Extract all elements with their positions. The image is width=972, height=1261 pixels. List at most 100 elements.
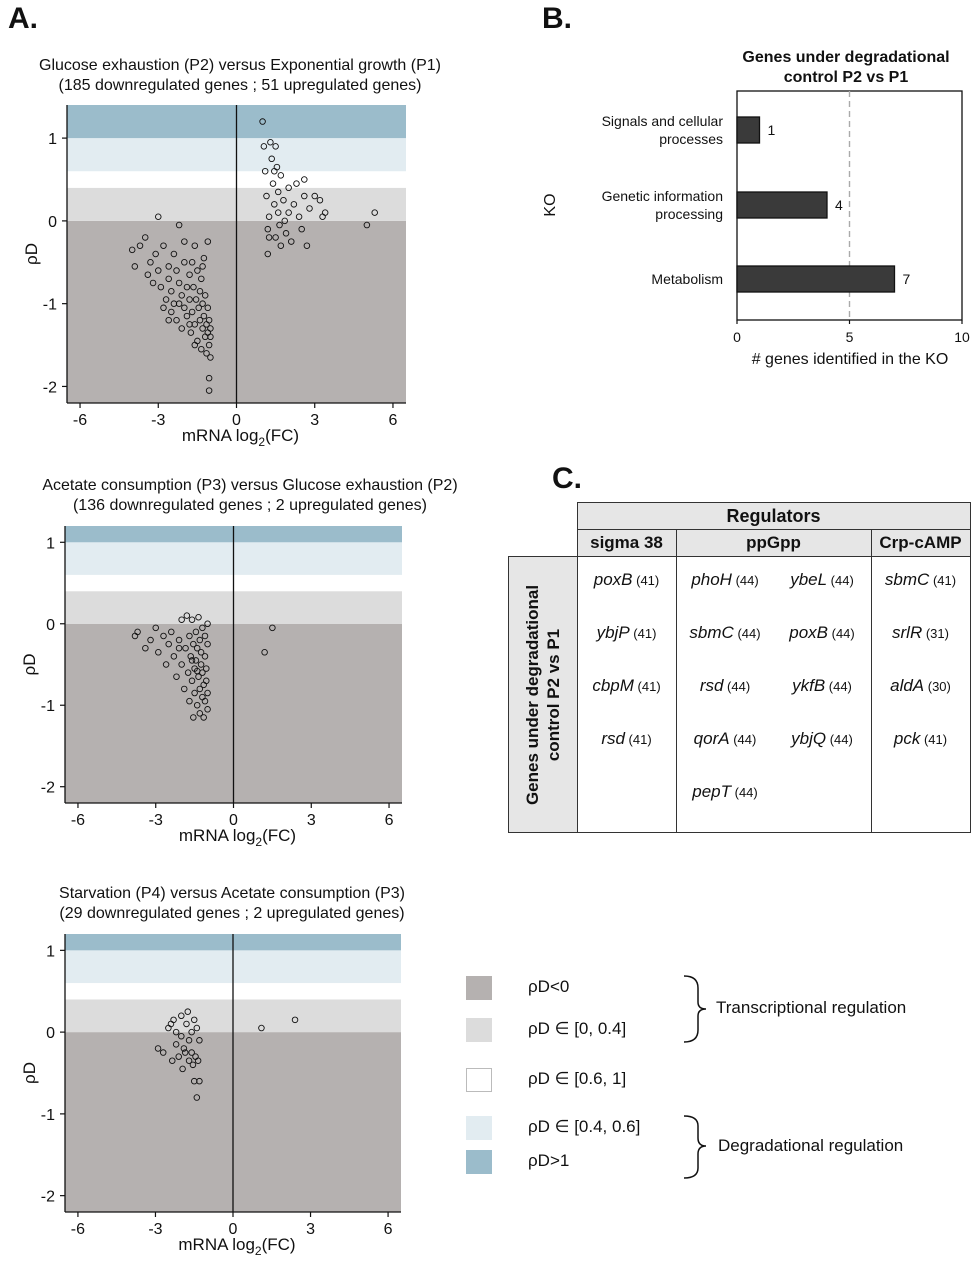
col-ppgpp-genes: phoH (44) sbmC (44) rsd (44) qorA (44) pepT … bbox=[675, 556, 872, 833]
scatter-3-point bbox=[258, 1024, 265, 1032]
scatter-2-point bbox=[201, 632, 209, 640]
scatter-2-point bbox=[193, 644, 201, 652]
brace-degradational bbox=[683, 1115, 707, 1179]
scatter-3-xtick-label: 6 bbox=[384, 1221, 393, 1238]
bar-xtick-label: 10 bbox=[954, 329, 970, 345]
scatter-2-point bbox=[165, 640, 172, 648]
scatter-1-point bbox=[311, 192, 318, 200]
scatter-1-point bbox=[205, 374, 213, 382]
scatter-1-xtick-label: 3 bbox=[310, 412, 319, 429]
scatter-1-point bbox=[187, 329, 195, 336]
scatter-1-point bbox=[293, 180, 300, 187]
scatter-1-ylabel: ρD bbox=[22, 243, 41, 265]
gene-entry: sbmC (44) bbox=[677, 620, 774, 673]
legend-swatch bbox=[466, 1116, 492, 1140]
scatter-1-point bbox=[196, 316, 204, 324]
scatter-2-ytick-label: -1 bbox=[41, 698, 55, 715]
scatter-2-xtick-label: -3 bbox=[149, 812, 163, 829]
gene-entry: poxB (44) bbox=[774, 620, 871, 673]
scatter-2-point bbox=[147, 636, 154, 644]
scatter-1-point bbox=[271, 167, 278, 175]
gene-name: pepT bbox=[692, 782, 731, 801]
bar-2 bbox=[736, 191, 828, 219]
scatter-1-point bbox=[160, 242, 167, 249]
gene-score: (44) bbox=[723, 679, 751, 694]
gene-score: (44) bbox=[826, 732, 853, 747]
scatter-3-point bbox=[154, 1045, 162, 1052]
scatter-2-point bbox=[160, 632, 167, 640]
scatter-3-point bbox=[196, 1037, 203, 1044]
scatter-1-point bbox=[282, 230, 290, 237]
legend-label: ρD ∈ [0.6, 1] bbox=[528, 1069, 627, 1088]
gene-name: srlR bbox=[892, 623, 923, 642]
scatter-2-point bbox=[187, 653, 194, 660]
scatter-2-point bbox=[204, 689, 211, 697]
scatter-3-xlabel: mRNA log2(FC) bbox=[178, 1235, 295, 1258]
gene-score: (41) bbox=[633, 679, 661, 694]
scatter-2-point bbox=[173, 673, 180, 680]
gene-entry: rsd (44) bbox=[677, 673, 774, 726]
scatter-1-subtitle: (185 downregulated genes ; 51 upregulate… bbox=[58, 77, 422, 94]
gene-name: ybeL bbox=[790, 570, 828, 589]
scatter-2-point bbox=[197, 661, 205, 668]
scatter-3-point bbox=[196, 1077, 203, 1085]
gene-name: ybjP bbox=[596, 623, 630, 642]
legend-group-transcriptional: Transcriptional regulation bbox=[716, 998, 907, 1017]
scatter-1-point bbox=[149, 279, 157, 287]
scatter-1-point bbox=[181, 304, 188, 312]
scatter-1-point bbox=[162, 296, 170, 303]
scatter-3-ytick-label: 1 bbox=[46, 943, 55, 960]
scatter-3-point bbox=[178, 1032, 185, 1040]
scatter-1-point bbox=[170, 250, 178, 258]
scatter-1-point bbox=[274, 188, 282, 196]
scatter-1-point bbox=[285, 184, 292, 192]
scatter-3-title: Starvation (P4) versus Acetate consumpti… bbox=[12, 884, 452, 924]
scatter-3-point bbox=[193, 1094, 201, 1101]
scatter-1-point bbox=[290, 201, 298, 208]
scatter-1-point bbox=[205, 387, 213, 394]
bar-category-label: Genetic information processing bbox=[602, 188, 723, 222]
scatter-3-ytick-label: -1 bbox=[41, 1107, 55, 1124]
scatter-2-point bbox=[152, 624, 159, 632]
scatter-3-xtick-label: -6 bbox=[71, 1221, 85, 1238]
scatter-2-point bbox=[196, 710, 204, 717]
gene-score: (44) bbox=[731, 573, 759, 588]
gene-entry: phoH (44) bbox=[677, 567, 774, 620]
scatter-1-xtick-label: -3 bbox=[151, 412, 165, 429]
scatter-1-point bbox=[277, 172, 285, 179]
scatter-1-point bbox=[264, 250, 272, 258]
scatter-1-point bbox=[205, 341, 213, 349]
bar-1 bbox=[736, 116, 761, 144]
gene-score: (44) bbox=[733, 626, 761, 641]
scatter-1-point bbox=[152, 250, 159, 258]
scatter-2-point bbox=[186, 632, 193, 640]
scatter-1-point bbox=[165, 275, 172, 283]
scatter-1-point bbox=[178, 325, 185, 332]
gene-score: (41) bbox=[920, 732, 948, 747]
scatter-2-point bbox=[193, 667, 201, 675]
scatter-1-point bbox=[165, 263, 172, 270]
scatter-1-xtick-label: -6 bbox=[73, 412, 87, 429]
gene-score: (41) bbox=[929, 573, 957, 588]
row-header-line-1: Genes under degradational bbox=[522, 584, 542, 805]
scatter-1-point bbox=[199, 263, 206, 270]
scatter-1-point bbox=[207, 325, 214, 332]
scatter-1-point bbox=[173, 267, 180, 274]
scatter-1-ytick-label: 0 bbox=[48, 214, 57, 231]
gene-name: qorA bbox=[693, 729, 730, 748]
scatter-1-point bbox=[207, 354, 214, 361]
scatter-2-point bbox=[175, 644, 183, 652]
scatter-2-point bbox=[201, 697, 209, 705]
scatter-2-point bbox=[191, 689, 198, 697]
scatter-1-point bbox=[186, 296, 193, 303]
scatter-3-point bbox=[194, 1057, 202, 1064]
scatter-3-title-line: Starvation (P4) versus Acetate consumpti… bbox=[59, 885, 405, 902]
scatter-2-xtick-label: 0 bbox=[229, 812, 238, 829]
gene-entry: rsd (41) bbox=[578, 726, 676, 779]
gene-name: ybjQ bbox=[791, 729, 827, 748]
scatter-1-point bbox=[203, 350, 210, 357]
scatter-1-point bbox=[303, 242, 311, 249]
legend-label: ρD ∈ [0, 0.4] bbox=[528, 1019, 627, 1038]
col-crp-camp-genes: sbmC (41) srlR (31) aldA (30) pck (41) bbox=[870, 556, 971, 833]
